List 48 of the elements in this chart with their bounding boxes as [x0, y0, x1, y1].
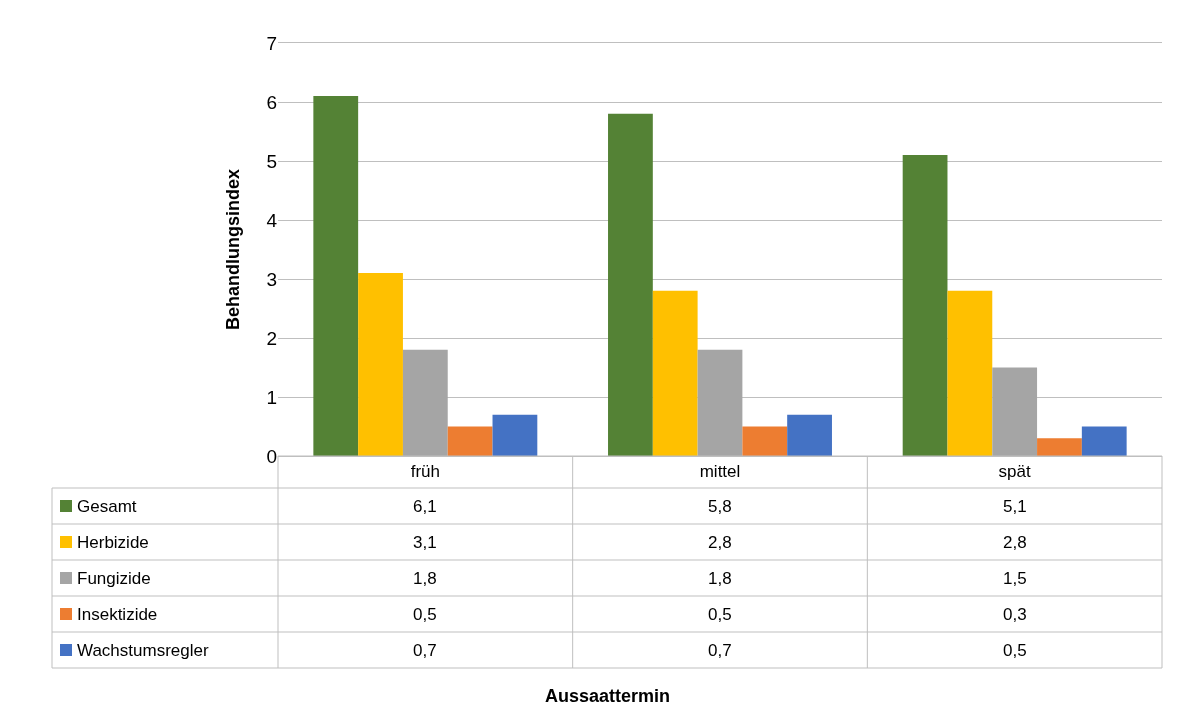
data-label: 1,8 — [413, 569, 437, 588]
data-label: 3,1 — [413, 533, 437, 552]
y-axis-title: Behandlungsindex — [222, 168, 243, 331]
x-tick-label: mittel — [699, 462, 741, 482]
bar — [492, 414, 538, 456]
text: Aussaattermin — [545, 686, 671, 706]
data-label: 0,5 — [1003, 641, 1027, 660]
legend-label: Fungizide — [77, 569, 151, 588]
y-tick-label: 1 — [266, 386, 277, 408]
y-tick-label: 6 — [266, 91, 277, 113]
legend-label: Gesamt — [77, 497, 137, 516]
data-label: 6,1 — [413, 497, 437, 516]
bar — [402, 349, 448, 456]
y-tick-label: 7 — [266, 32, 277, 54]
data-label: 1,5 — [1003, 569, 1027, 588]
bar — [1081, 426, 1127, 456]
bar — [313, 96, 359, 456]
bar — [447, 426, 493, 456]
bar — [787, 414, 832, 456]
data-label: 0,3 — [1003, 605, 1027, 624]
data-label: 2,8 — [1003, 533, 1027, 552]
data-label: 1,8 — [708, 569, 732, 588]
data-label: 0,7 — [708, 641, 732, 660]
data-label: 5,8 — [708, 497, 732, 516]
legend-label: Herbizide — [77, 533, 149, 552]
bar — [947, 290, 993, 456]
bar — [992, 367, 1038, 456]
data-label: 0,7 — [413, 641, 437, 660]
y-tick-label: 3 — [266, 268, 277, 290]
y-tick-label: 5 — [266, 150, 277, 172]
legend-label: Insektizide — [77, 605, 158, 624]
bar — [697, 349, 743, 456]
bar — [652, 290, 698, 456]
y-tick-label: 2 — [266, 327, 277, 349]
data-label: 5,1 — [1003, 497, 1027, 516]
bar — [608, 113, 653, 456]
x-tick-label: spät — [998, 462, 1032, 482]
legend-label: Wachstumsregler — [77, 641, 209, 660]
data-label: 2,8 — [708, 533, 732, 552]
y-tick-label: 0 — [266, 445, 277, 467]
data-label: 0,5 — [413, 605, 437, 624]
bar — [902, 155, 948, 456]
bar — [358, 273, 403, 456]
bar — [1037, 438, 1082, 456]
y-tick-label: 4 — [266, 209, 278, 231]
data-label: 0,5 — [708, 605, 732, 624]
bar — [742, 426, 788, 456]
x-tick-label: früh — [410, 462, 440, 482]
